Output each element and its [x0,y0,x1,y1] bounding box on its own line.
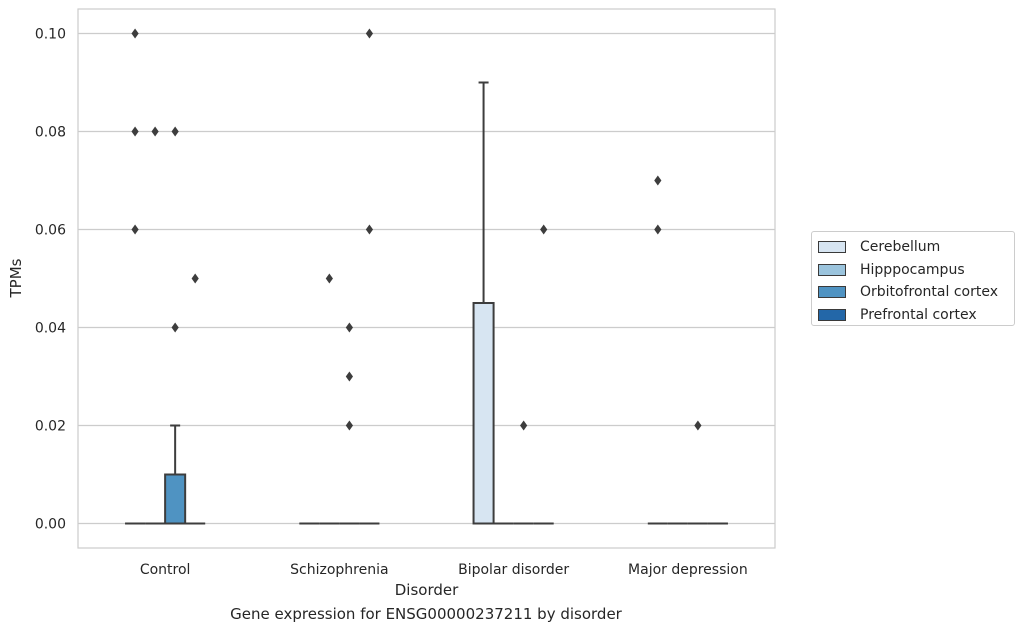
outlier-point [191,273,199,284]
y-tick-label: 0.06 [35,223,66,239]
outlier-point [325,273,333,284]
outlier-point [365,224,374,235]
outlier-point [694,420,702,431]
y-tick-label: 0.08 [35,125,66,141]
legend-swatch [818,241,846,254]
legend-item: Cerebellum [818,236,1014,259]
x-tick-label: Bipolar disorder [458,562,569,578]
legend-label: Hipppocampus [860,261,965,278]
box-cerebellum [472,81,495,525]
box-orbitofrontal-cortex [687,420,708,525]
gridlines [78,32,775,525]
x-axis-ticks: Control Schizophrenia Bipolar disorder Majo… [140,562,748,578]
legend-label: Prefrontal cortex [860,306,977,323]
outlier-point [171,126,179,137]
y-tick-label: 0.02 [35,419,66,435]
outlier-point [131,224,139,235]
legend-item: Orbitofrontal cortex [818,281,1014,304]
chart-caption: Gene expression for ENSG00000237211 by d… [230,605,622,623]
box-orbitofrontal-cortex [339,322,360,525]
x-tick-label: Major depression [628,562,748,578]
plot-frame [77,8,776,549]
outlier-point [345,322,353,333]
outlier-point [345,371,353,382]
x-tick-label: Control [140,562,191,578]
box-hipppocampus [145,126,166,525]
outlier-point [654,175,662,186]
y-tick-label: 0.10 [35,27,66,43]
outlier-point [131,126,139,137]
box-prefrontal-cortex [185,273,206,525]
box-hipppocampus [319,273,340,525]
box-body [164,473,187,525]
y-tick-label: 0.00 [35,517,66,533]
box-cerebellum [647,175,668,525]
box-prefrontal-cortex [359,28,380,525]
x-tick-label: Schizophrenia [290,562,388,578]
box-body [472,302,495,525]
box-prefrontal-cortex [533,224,554,525]
legend: Cerebellum Hipppocampus Orbitofrontal cort… [811,231,1015,326]
outlier-point [345,420,353,431]
y-axis-label: TPMs [7,258,25,298]
legend-swatch [818,263,846,276]
box-cerebellum [125,28,146,525]
y-tick-label: 0.04 [35,321,66,337]
y-axis-ticks: 0.00 0.02 0.04 0.06 0.08 0.10 [35,27,66,533]
legend-item: Hipppocampus [818,259,1014,282]
outlier-point [151,126,159,137]
outlier-point [540,224,548,235]
legend-swatch [818,308,846,321]
box-orbitofrontal-cortex [513,420,534,525]
legend-item: Prefrontal cortex [818,304,1014,327]
outlier-point [131,28,139,39]
x-axis-label: Disorder [395,581,459,599]
outlier-point [520,420,528,431]
box-orbitofrontal-cortex [164,126,187,525]
outlier-point [365,28,374,39]
outlier-point [171,322,179,333]
box-marks [125,28,728,525]
outlier-point [654,224,662,235]
legend-swatch [818,286,846,299]
legend-label: Cerebellum [860,239,941,256]
legend-label: Orbitofrontal cortex [860,284,998,301]
